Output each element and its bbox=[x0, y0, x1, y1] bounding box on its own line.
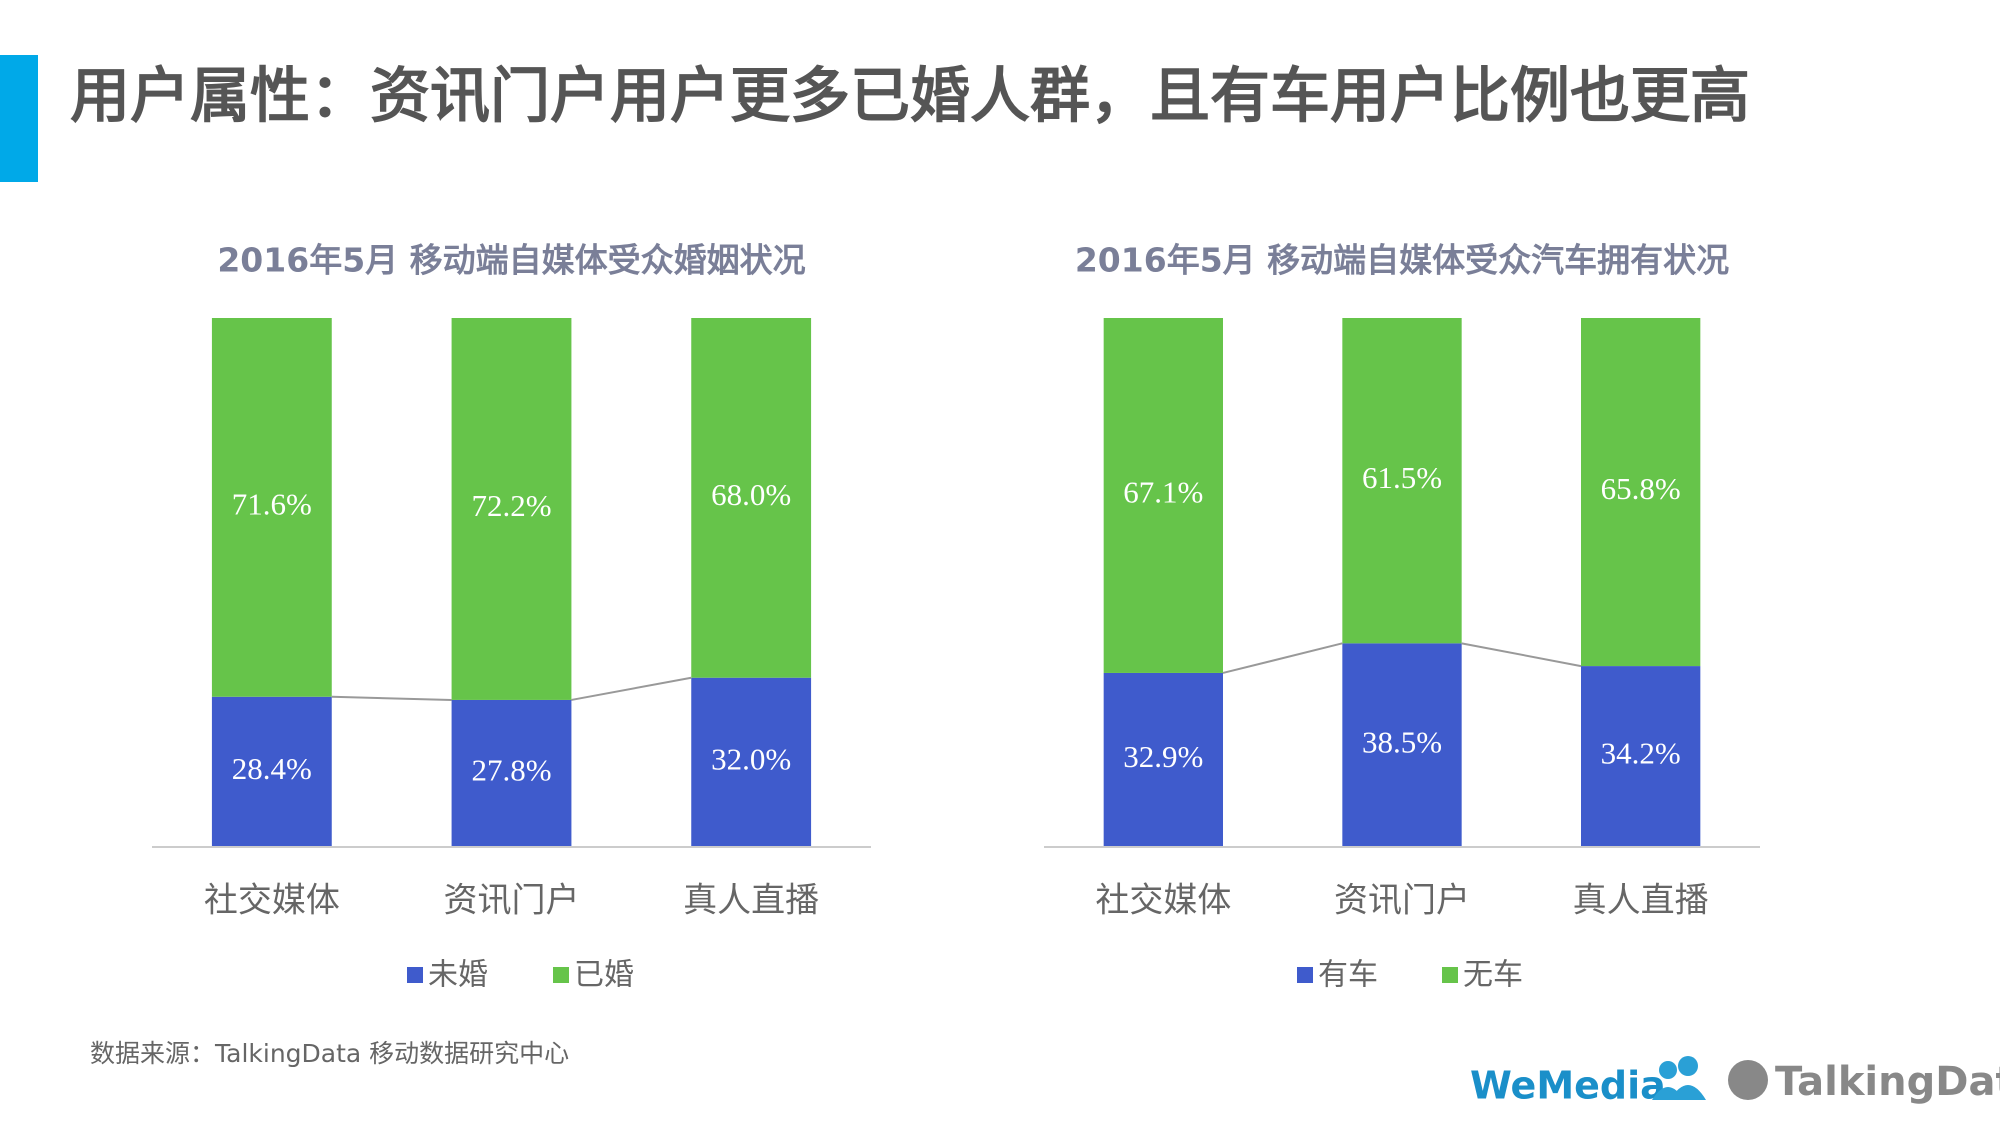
bar-segment bbox=[1581, 318, 1701, 667]
legend-swatch bbox=[407, 967, 423, 983]
legend-label: 未婚 bbox=[428, 958, 488, 993]
data-label: 32.0% bbox=[711, 741, 791, 776]
bar-segment bbox=[211, 696, 332, 847]
legend-swatch bbox=[553, 967, 569, 983]
bar-segment bbox=[451, 318, 572, 700]
connector-line bbox=[331, 695, 452, 701]
bar-segment bbox=[691, 318, 812, 678]
bar-segment bbox=[1103, 672, 1223, 847]
data-label: 67.1% bbox=[1123, 475, 1203, 510]
data-label: 38.5% bbox=[1362, 724, 1442, 759]
bar-segment bbox=[691, 677, 812, 847]
legend-label: 已婚 bbox=[574, 958, 634, 993]
chart-title: 2016年5月 移动端自媒体受众婚姻状况 bbox=[217, 241, 805, 280]
data-label: 68.0% bbox=[711, 477, 791, 512]
data-label: 71.6% bbox=[232, 486, 312, 521]
bar-segment bbox=[451, 699, 572, 847]
x-tick-label: 资讯门户 bbox=[444, 881, 580, 921]
legend-swatch bbox=[1297, 967, 1313, 983]
data-label: 34.2% bbox=[1601, 736, 1681, 771]
x-tick-label: 社交媒体 bbox=[204, 881, 340, 921]
legend-swatch bbox=[1442, 967, 1458, 983]
logo-wemedia: WeMedia bbox=[1470, 1064, 1666, 1108]
x-tick-label: 真人直播 bbox=[1573, 881, 1709, 921]
legend-label: 无车 bbox=[1463, 958, 1523, 993]
logo-icon bbox=[1652, 1056, 1768, 1100]
bar-segment bbox=[1342, 643, 1462, 847]
data-label: 65.8% bbox=[1601, 471, 1681, 506]
connector-line bbox=[571, 676, 692, 701]
x-tick-label: 真人直播 bbox=[683, 881, 819, 921]
legend-label: 有车 bbox=[1318, 958, 1378, 993]
data-label: 61.5% bbox=[1362, 460, 1442, 495]
slide-title: 用户属性：资讯门户用户更多已婚人群，且有车用户比例也更高 bbox=[70, 62, 1750, 132]
logo-talkingdata: TalkingData bbox=[1775, 1059, 2000, 1105]
data-label: 32.9% bbox=[1123, 739, 1203, 774]
connector-line bbox=[1461, 642, 1582, 668]
bar-segment bbox=[1342, 318, 1462, 644]
data-label: 28.4% bbox=[232, 751, 312, 786]
bar-segment bbox=[1581, 666, 1701, 847]
bar-segment bbox=[1103, 318, 1223, 673]
connector-line bbox=[1222, 642, 1343, 674]
x-tick-label: 资讯门户 bbox=[1334, 881, 1470, 921]
bar-segment bbox=[211, 318, 332, 697]
data-label: 27.8% bbox=[471, 753, 551, 788]
data-label: 72.2% bbox=[471, 488, 551, 523]
source-note: 数据来源：TalkingData 移动数据研究中心 bbox=[90, 1039, 569, 1068]
x-tick-label: 社交媒体 bbox=[1095, 881, 1231, 921]
chart-title: 2016年5月 移动端自媒体受众汽车拥有状况 bbox=[1075, 241, 1729, 280]
title-accent bbox=[0, 55, 38, 182]
